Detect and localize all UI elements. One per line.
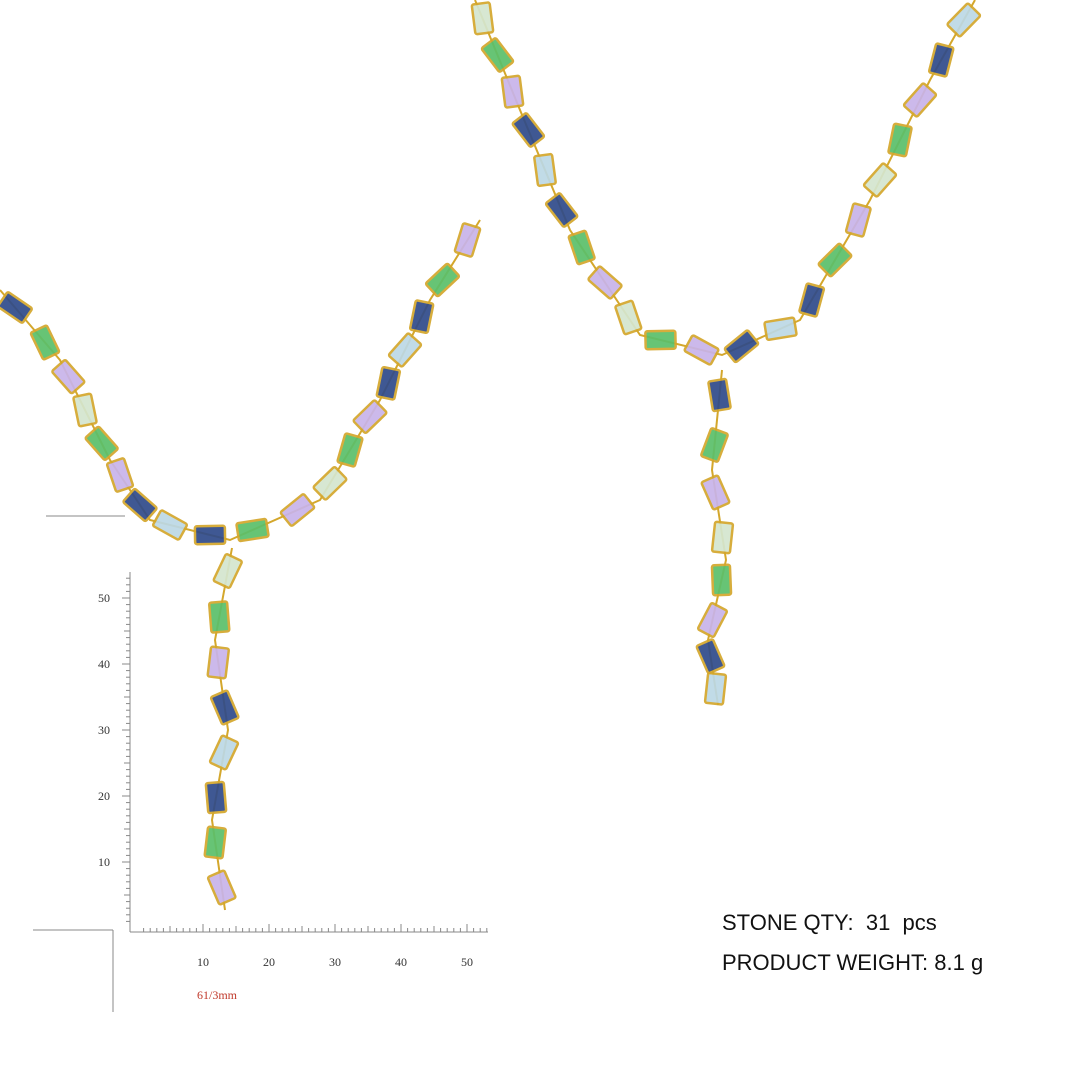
- x-tick-label: 40: [395, 955, 407, 969]
- stone: [707, 377, 732, 413]
- ruler: 10 20 30 40 50 50 40 30 20 10: [98, 577, 488, 969]
- stone: [207, 600, 231, 634]
- stone: [644, 329, 677, 351]
- stone: [700, 427, 729, 463]
- stone: [206, 869, 237, 906]
- y-tick-label: 50: [98, 591, 110, 605]
- stone: [212, 553, 243, 589]
- stone: [862, 162, 898, 198]
- stone: [203, 825, 227, 860]
- stone: [105, 457, 135, 493]
- stone: [151, 509, 189, 541]
- stone: [408, 299, 435, 335]
- stone: [710, 563, 733, 597]
- stone: [312, 466, 348, 501]
- stone: [206, 645, 230, 680]
- stone: [511, 112, 546, 148]
- stone: [817, 242, 853, 278]
- x-tick-label: 30: [329, 955, 341, 969]
- stone: [209, 689, 240, 726]
- stone: [424, 262, 461, 298]
- stone: [352, 399, 388, 434]
- stone: [700, 474, 731, 511]
- y-tick-label: 40: [98, 657, 110, 671]
- stone: [84, 425, 119, 461]
- x-tick-label: 20: [263, 955, 275, 969]
- size-note: 61/3mm: [197, 988, 238, 1002]
- stone: [0, 291, 33, 324]
- chain: [474, 0, 976, 357]
- stone: [723, 329, 760, 364]
- stone: [387, 332, 423, 368]
- stone: [72, 392, 98, 428]
- stone: [208, 734, 240, 771]
- stone: [29, 324, 61, 361]
- stone: [902, 82, 938, 118]
- stone: [235, 517, 270, 543]
- y-tick-label: 20: [98, 789, 110, 803]
- stone: [336, 432, 364, 468]
- stone: [710, 520, 735, 555]
- stone: [453, 222, 482, 258]
- product-weight: PRODUCT WEIGHT: 8.1 g: [722, 950, 984, 975]
- stone: [51, 359, 86, 395]
- x-tick-label: 10: [197, 955, 209, 969]
- stone: [480, 37, 515, 73]
- stone: [533, 152, 557, 188]
- stone: [587, 265, 623, 300]
- chain: [0, 219, 481, 542]
- stone: [697, 601, 728, 639]
- stone: [683, 334, 720, 366]
- stone: [763, 316, 798, 341]
- necklaces: [0, 0, 982, 911]
- stone: [614, 299, 643, 336]
- stone: [470, 1, 495, 36]
- stone: [695, 638, 726, 675]
- y-tick-label: 30: [98, 723, 110, 737]
- y-tick-label: 10: [98, 855, 110, 869]
- stone: [798, 282, 826, 318]
- stone: [927, 42, 955, 78]
- stone: [279, 493, 316, 527]
- stone: [375, 365, 402, 401]
- stone: [946, 2, 982, 38]
- stone: [844, 202, 872, 238]
- stone: [544, 192, 579, 228]
- stone-qty: STONE QTY: 31 pcs: [722, 910, 937, 935]
- stone: [567, 229, 596, 266]
- stone: [703, 671, 728, 706]
- stone: [500, 74, 525, 109]
- x-tick-label: 50: [461, 955, 473, 969]
- stone: [193, 524, 227, 546]
- stone: [204, 780, 228, 815]
- stone: [887, 122, 913, 158]
- stone: [122, 487, 158, 523]
